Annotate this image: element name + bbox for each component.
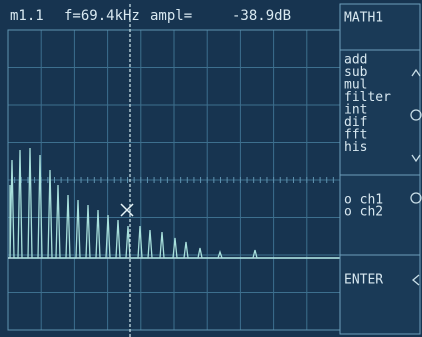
select-icon xyxy=(410,192,422,204)
marker-label: m1.1 xyxy=(10,8,44,24)
menu-item[interactable]: int xyxy=(344,103,367,118)
menu-item[interactable]: mul xyxy=(344,78,367,93)
menu-item[interactable]: sub xyxy=(344,65,368,80)
source-option[interactable]: o ch2 xyxy=(344,205,383,220)
spectrum-trace xyxy=(9,147,340,259)
up-icon xyxy=(411,68,421,77)
knob-icon xyxy=(410,109,422,121)
amplitude-label: ampl= xyxy=(150,8,192,24)
menu-title: MATH1 xyxy=(344,11,383,26)
menu-item[interactable]: dif xyxy=(344,115,367,130)
marker-cross xyxy=(120,203,134,217)
amplitude-readout: -38.9dB xyxy=(232,8,291,24)
down-icon xyxy=(411,154,421,163)
left-icon xyxy=(411,274,420,286)
enter-button[interactable]: ENTER xyxy=(344,273,383,288)
menu-panel xyxy=(339,3,421,335)
softkey-icons xyxy=(410,68,422,286)
menu-item[interactable]: add xyxy=(344,53,367,68)
menu-item[interactable]: fft xyxy=(344,128,367,143)
graticule xyxy=(7,30,341,330)
menu-item[interactable]: his xyxy=(344,140,367,155)
source-option[interactable]: o ch1 xyxy=(344,193,383,208)
frequency-readout: f=69.4kHz xyxy=(64,8,140,24)
menu-item[interactable]: filter xyxy=(344,90,391,105)
